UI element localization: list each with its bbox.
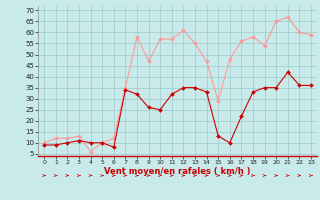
X-axis label: Vent moyen/en rafales ( km/h ): Vent moyen/en rafales ( km/h ) (104, 167, 251, 176)
